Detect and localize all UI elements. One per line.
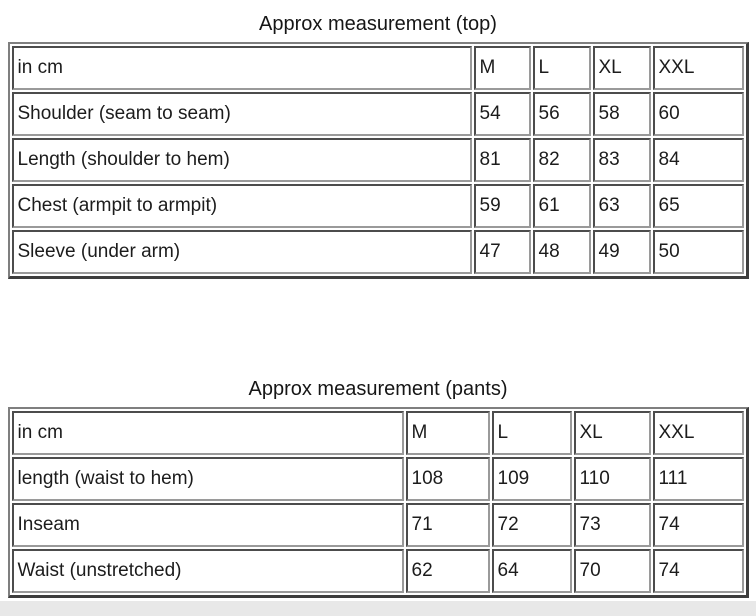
measurement-value-cell: 56: [532, 92, 591, 136]
row-label-cell: Length (shoulder to hem): [11, 138, 472, 182]
size-header-cell: XXL: [652, 411, 744, 455]
measurement-value-cell: 82: [532, 138, 591, 182]
measurement-value-cell: 109: [491, 457, 572, 501]
measurement-value-cell: 84: [652, 138, 744, 182]
size-header-cell: M: [405, 411, 490, 455]
unit-header-cell: in cm: [11, 46, 472, 90]
measurement-value-cell: 73: [573, 503, 651, 547]
table-row: Shoulder (seam to seam) 54 56 58 60: [11, 92, 744, 136]
measurement-value-cell: 54: [473, 92, 531, 136]
measurement-table-top: in cm M L XL XXL Shoulder (seam to seam)…: [7, 42, 749, 279]
measurement-value-cell: 63: [592, 184, 651, 228]
size-header-cell: XL: [573, 411, 651, 455]
row-label-cell: length (waist to hem): [11, 457, 404, 501]
measurement-value-cell: 71: [405, 503, 490, 547]
table-row: Length (shoulder to hem) 81 82 83 84: [11, 138, 744, 182]
measurement-value-cell: 50: [652, 230, 744, 274]
page-title-pants: Approx measurement (pants): [248, 378, 508, 400]
page-title-top: Approx measurement (top): [259, 13, 497, 35]
measurement-value-cell: 62: [405, 549, 490, 593]
measurement-value-cell: 59: [473, 184, 531, 228]
header-row: in cm M L XL XXL: [11, 411, 744, 455]
unit-header-cell: in cm: [11, 411, 404, 455]
measurement-value-cell: 70: [573, 549, 651, 593]
table-row: Sleeve (under arm) 47 48 49 50: [11, 230, 744, 274]
measurement-value-cell: 65: [652, 184, 744, 228]
table-row: Waist (unstretched) 62 64 70 74: [11, 549, 744, 593]
row-label-cell: Sleeve (under arm): [11, 230, 472, 274]
table-row: Chest (armpit to armpit) 59 61 63 65: [11, 184, 744, 228]
measurement-value-cell: 72: [491, 503, 572, 547]
size-header-cell: M: [473, 46, 531, 90]
measurement-value-cell: 58: [592, 92, 651, 136]
row-label-cell: Chest (armpit to armpit): [11, 184, 472, 228]
measurement-value-cell: 47: [473, 230, 531, 274]
measurement-value-cell: 111: [652, 457, 744, 501]
row-label-cell: Waist (unstretched): [11, 549, 404, 593]
measurement-value-cell: 74: [652, 549, 744, 593]
measurement-value-cell: 49: [592, 230, 651, 274]
measurement-value-cell: 74: [652, 503, 744, 547]
size-header-cell: XL: [592, 46, 651, 90]
row-label-cell: Shoulder (seam to seam): [11, 92, 472, 136]
measurement-value-cell: 61: [532, 184, 591, 228]
table-row: length (waist to hem) 108 109 110 111: [11, 457, 744, 501]
footer-strip: [0, 601, 756, 616]
size-header-cell: L: [532, 46, 591, 90]
size-header-cell: XXL: [652, 46, 744, 90]
row-label-cell: Inseam: [11, 503, 404, 547]
measurement-value-cell: 48: [532, 230, 591, 274]
size-header-cell: L: [491, 411, 572, 455]
measurement-value-cell: 108: [405, 457, 490, 501]
table-row: Inseam 71 72 73 74: [11, 503, 744, 547]
measurement-value-cell: 110: [573, 457, 651, 501]
measurement-value-cell: 60: [652, 92, 744, 136]
measurement-value-cell: 81: [473, 138, 531, 182]
measurement-table-pants: in cm M L XL XXL length (waist to hem) 1…: [7, 407, 749, 598]
measurement-value-cell: 64: [491, 549, 572, 593]
header-row: in cm M L XL XXL: [11, 46, 744, 90]
measurement-value-cell: 83: [592, 138, 651, 182]
